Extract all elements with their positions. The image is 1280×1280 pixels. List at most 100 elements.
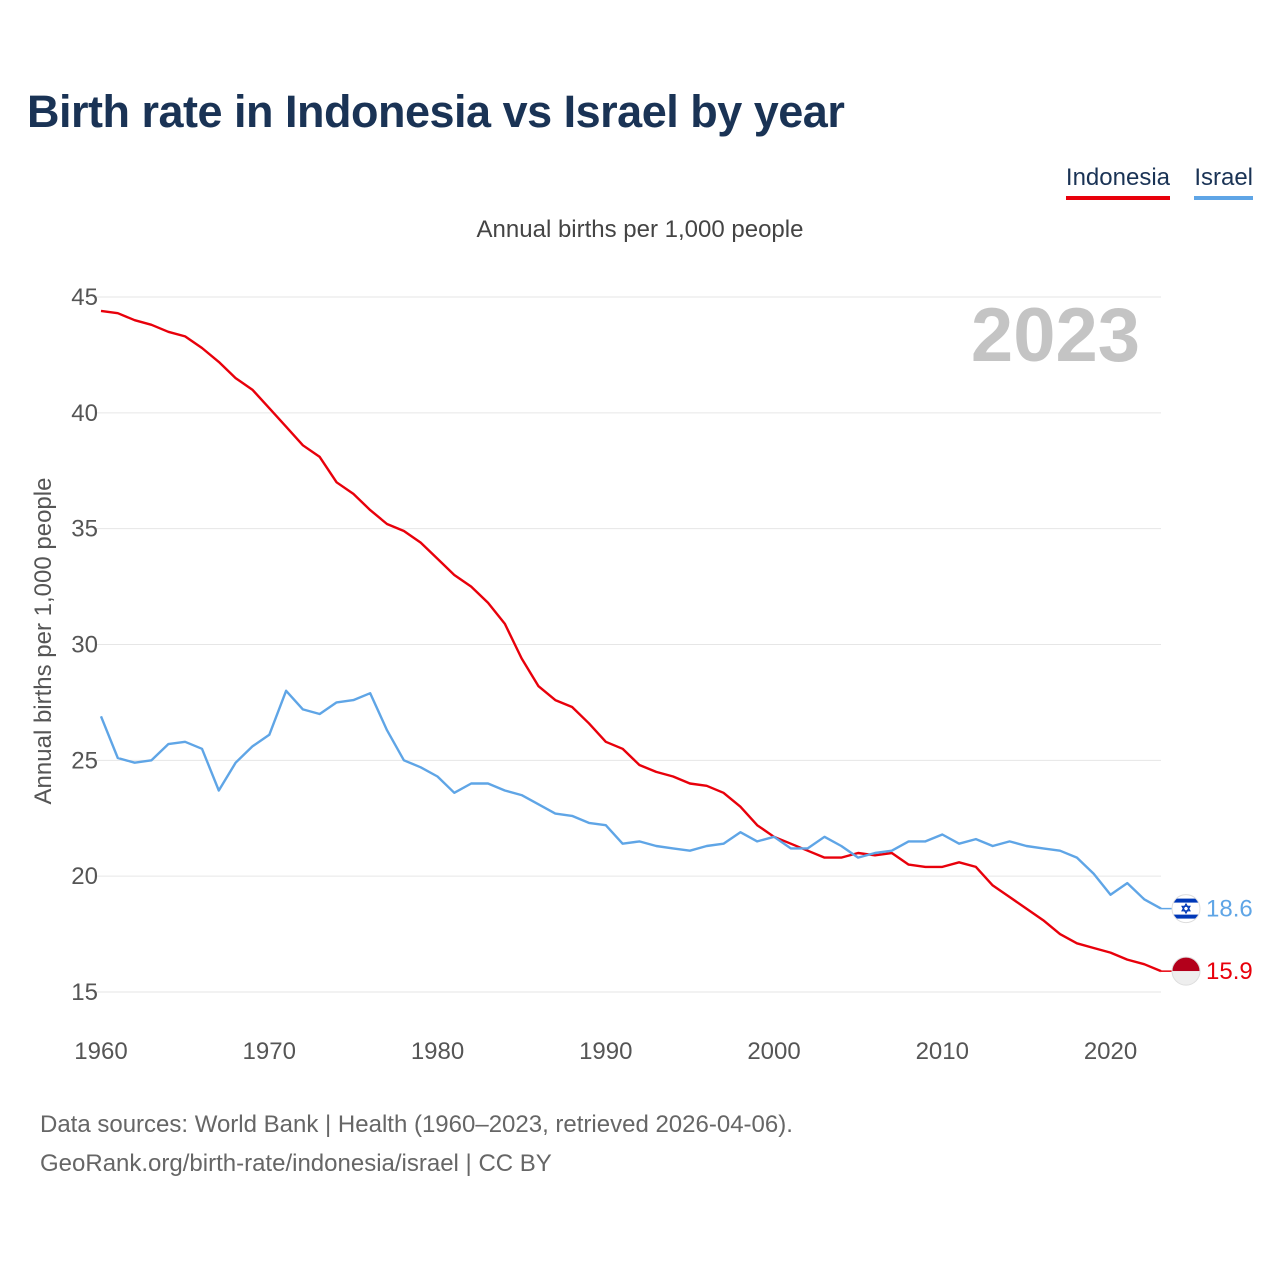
data-point-indonesia-2013 <box>990 882 996 888</box>
data-point-israel-1970 <box>266 732 272 738</box>
chart-subtitle: Annual births per 1,000 people <box>476 216 804 243</box>
axes: Annual births per 1,000 people 15 20 25 30 3… <box>30 284 1137 1065</box>
data-point-indonesia-2004 <box>838 855 844 861</box>
data-point-israel-1982 <box>468 781 474 787</box>
data-point-indonesia-2022 <box>1141 961 1147 967</box>
data-point-israel-1984 <box>502 787 508 793</box>
year-watermark: 2023 <box>970 293 1140 378</box>
data-point-indonesia-1960 <box>98 308 104 314</box>
legend-item-indonesia[interactable]: Indonesia <box>1065 164 1170 200</box>
y-tick-label-35: 35 <box>71 516 98 543</box>
data-point-indonesia-2008 <box>906 862 912 868</box>
data-point-indonesia-1971 <box>283 424 289 430</box>
data-point-israel-1981 <box>451 790 457 796</box>
data-point-indonesia-2012 <box>973 864 979 870</box>
data-point-israel-2012 <box>973 836 979 842</box>
x-tick-label-2000: 2000 <box>747 1038 800 1065</box>
data-point-israel-2003 <box>821 834 827 840</box>
data-point-indonesia-1975 <box>350 491 356 497</box>
data-point-indonesia-2018 <box>1074 940 1080 946</box>
data-point-israel-2016 <box>1040 845 1046 851</box>
data-point-israel-2010 <box>939 831 945 837</box>
x-tick-label-1960: 1960 <box>74 1038 127 1065</box>
data-point-israel-1964 <box>165 741 171 747</box>
y-tick-label-40: 40 <box>71 400 98 427</box>
data-point-indonesia-2020 <box>1108 950 1114 956</box>
data-point-indonesia-1964 <box>165 329 171 335</box>
data-point-israel-1975 <box>350 697 356 703</box>
data-point-indonesia-1983 <box>485 600 491 606</box>
y-tick-label-20: 20 <box>71 863 98 890</box>
line-chart: Annual births per 1,000 people 15 20 25 30 3… <box>30 284 1253 1065</box>
data-point-israel-1965 <box>182 739 188 745</box>
data-point-israel-2017 <box>1057 848 1063 854</box>
chart-title: Birth rate in Indonesia vs Israel by yea… <box>27 86 845 137</box>
data-point-israel-2007 <box>889 848 895 854</box>
data-point-indonesia-1999 <box>754 822 760 828</box>
data-point-israel-2021 <box>1124 880 1130 886</box>
data-point-indonesia-1991 <box>620 746 626 752</box>
data-point-indonesia-2016 <box>1040 917 1046 923</box>
data-point-israel-1968 <box>233 760 239 766</box>
data-point-indonesia-2010 <box>939 864 945 870</box>
data-point-israel-2019 <box>1091 871 1097 877</box>
data-point-indonesia-1987 <box>552 697 558 703</box>
data-point-israel-1995 <box>687 848 693 854</box>
data-point-indonesia-1963 <box>148 322 154 328</box>
end-markers: 15.9 18.6 <box>1161 894 1253 986</box>
series-line-israel <box>99 689 1162 910</box>
data-point-israel-1988 <box>569 813 575 819</box>
data-point-indonesia-2017 <box>1057 931 1063 937</box>
data-point-israel-1994 <box>670 845 676 851</box>
data-point-israel-1962 <box>132 760 138 766</box>
data-point-israel-2008 <box>906 838 912 844</box>
data-point-israel-1971 <box>283 688 289 694</box>
data-point-indonesia-1978 <box>401 528 407 534</box>
data-point-israel-1979 <box>418 764 424 770</box>
data-point-indonesia-1986 <box>535 683 541 689</box>
data-point-indonesia-1990 <box>603 739 609 745</box>
data-point-israel-2022 <box>1141 896 1147 902</box>
data-point-israel-1973 <box>317 711 323 717</box>
data-point-indonesia-1992 <box>636 762 642 768</box>
data-point-israel-1993 <box>653 843 659 849</box>
data-point-indonesia-1993 <box>653 769 659 775</box>
data-point-indonesia-1961 <box>115 310 121 316</box>
data-point-israel-1976 <box>367 690 373 696</box>
data-point-israel-1978 <box>401 757 407 763</box>
x-tick-label-2010: 2010 <box>916 1038 969 1065</box>
x-tick-label-1970: 1970 <box>243 1038 296 1065</box>
series <box>98 308 1162 973</box>
data-point-israel-2004 <box>838 843 844 849</box>
data-point-israel-2011 <box>956 841 962 847</box>
data-point-israel-1992 <box>636 838 642 844</box>
data-point-israel-2001 <box>788 845 794 851</box>
data-point-indonesia-1969 <box>249 387 255 393</box>
x-tick-label-1990: 1990 <box>579 1038 632 1065</box>
data-point-indonesia-1994 <box>670 774 676 780</box>
y-tick-label-15: 15 <box>71 979 98 1006</box>
data-point-indonesia-1970 <box>266 405 272 411</box>
data-point-israel-2014 <box>1007 838 1013 844</box>
y-tick-label-30: 30 <box>71 632 98 659</box>
end-value-label-israel: 18.6 <box>1206 896 1253 923</box>
data-point-indonesia-1982 <box>468 584 474 590</box>
series-line-indonesia <box>100 309 1162 973</box>
data-point-israel-1980 <box>435 774 441 780</box>
data-point-israel-2018 <box>1074 855 1080 861</box>
data-point-israel-1990 <box>603 822 609 828</box>
data-point-indonesia-1985 <box>519 655 525 661</box>
data-point-indonesia-1972 <box>300 442 306 448</box>
legend-item-israel[interactable]: Israel <box>1194 164 1253 200</box>
end-value-label-indonesia: 15.9 <box>1206 958 1253 985</box>
data-point-indonesia-1995 <box>687 781 693 787</box>
data-point-israel-2015 <box>1023 843 1029 849</box>
data-point-indonesia-2003 <box>821 855 827 861</box>
data-point-israel-1999 <box>754 838 760 844</box>
data-point-israel-1996 <box>704 843 710 849</box>
data-point-israel-2009 <box>922 838 928 844</box>
data-point-israel-2002 <box>805 845 811 851</box>
data-point-indonesia-1981 <box>451 572 457 578</box>
data-point-israel-2000 <box>771 834 777 840</box>
flag-icon-israel <box>1171 894 1201 924</box>
